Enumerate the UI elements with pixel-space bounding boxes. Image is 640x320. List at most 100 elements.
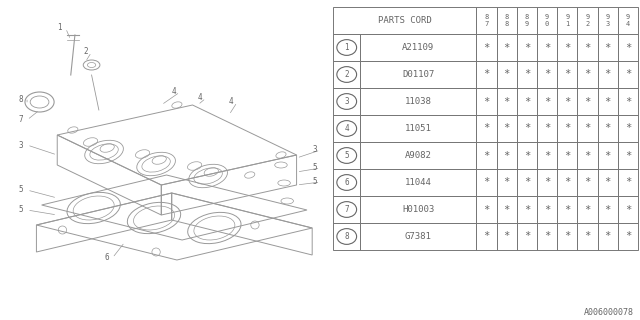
Bar bbox=[497, 142, 516, 169]
Text: 5: 5 bbox=[312, 164, 317, 172]
Bar bbox=[537, 61, 557, 88]
Text: *: * bbox=[544, 43, 550, 52]
Text: *: * bbox=[625, 150, 631, 161]
Bar bbox=[598, 115, 618, 142]
Text: *: * bbox=[544, 178, 550, 188]
Bar bbox=[497, 61, 516, 88]
Text: *: * bbox=[605, 43, 611, 52]
Text: PARTS CORD: PARTS CORD bbox=[378, 16, 431, 25]
Bar bbox=[577, 115, 598, 142]
Bar bbox=[557, 34, 577, 61]
Text: 3: 3 bbox=[344, 97, 349, 106]
Bar bbox=[476, 115, 497, 142]
Bar bbox=[618, 115, 638, 142]
Text: 6: 6 bbox=[344, 178, 349, 187]
Bar bbox=[476, 7, 497, 34]
Bar bbox=[333, 115, 360, 142]
Text: *: * bbox=[584, 124, 591, 133]
Text: *: * bbox=[504, 204, 510, 214]
Bar bbox=[360, 223, 476, 250]
Text: A21109: A21109 bbox=[403, 43, 435, 52]
Bar bbox=[618, 196, 638, 223]
Bar bbox=[577, 88, 598, 115]
Bar bbox=[516, 115, 537, 142]
Text: *: * bbox=[483, 178, 490, 188]
Text: *: * bbox=[605, 231, 611, 242]
Bar bbox=[333, 169, 360, 196]
Text: 11038: 11038 bbox=[405, 97, 432, 106]
Text: 11051: 11051 bbox=[405, 124, 432, 133]
Text: *: * bbox=[564, 204, 570, 214]
Bar bbox=[497, 169, 516, 196]
Text: *: * bbox=[524, 204, 530, 214]
Bar bbox=[537, 169, 557, 196]
Text: 9
3: 9 3 bbox=[605, 14, 610, 27]
Bar bbox=[598, 142, 618, 169]
Bar bbox=[537, 7, 557, 34]
Bar bbox=[360, 115, 476, 142]
Bar bbox=[497, 34, 516, 61]
Text: *: * bbox=[483, 97, 490, 107]
Text: 5: 5 bbox=[344, 151, 349, 160]
Text: *: * bbox=[544, 69, 550, 79]
Text: 9
2: 9 2 bbox=[586, 14, 589, 27]
Text: 2: 2 bbox=[83, 47, 88, 57]
Text: *: * bbox=[605, 69, 611, 79]
Text: *: * bbox=[584, 43, 591, 52]
Bar bbox=[577, 169, 598, 196]
Text: G7381: G7381 bbox=[405, 232, 432, 241]
Bar bbox=[333, 196, 360, 223]
Text: 8
9: 8 9 bbox=[525, 14, 529, 27]
Text: 9
0: 9 0 bbox=[545, 14, 549, 27]
Text: D01107: D01107 bbox=[403, 70, 435, 79]
Bar bbox=[577, 196, 598, 223]
Text: 8
7: 8 7 bbox=[484, 14, 488, 27]
Bar bbox=[360, 142, 476, 169]
Text: 4: 4 bbox=[172, 87, 177, 97]
Bar bbox=[360, 196, 476, 223]
Text: *: * bbox=[625, 124, 631, 133]
Text: *: * bbox=[504, 124, 510, 133]
Bar bbox=[577, 7, 598, 34]
Text: 11044: 11044 bbox=[405, 178, 432, 187]
Text: *: * bbox=[584, 178, 591, 188]
Text: *: * bbox=[584, 97, 591, 107]
Bar bbox=[598, 169, 618, 196]
Bar bbox=[557, 142, 577, 169]
Text: 7: 7 bbox=[344, 205, 349, 214]
Bar bbox=[577, 223, 598, 250]
Text: 5: 5 bbox=[19, 186, 23, 195]
Bar bbox=[537, 223, 557, 250]
Text: 9
1: 9 1 bbox=[565, 14, 570, 27]
Bar bbox=[618, 34, 638, 61]
Text: 6: 6 bbox=[104, 253, 109, 262]
Bar bbox=[577, 142, 598, 169]
Text: *: * bbox=[584, 204, 591, 214]
Bar bbox=[537, 34, 557, 61]
Text: *: * bbox=[483, 124, 490, 133]
Text: *: * bbox=[524, 150, 530, 161]
Bar bbox=[537, 142, 557, 169]
Bar bbox=[557, 7, 577, 34]
Bar bbox=[618, 223, 638, 250]
Bar bbox=[476, 196, 497, 223]
Bar bbox=[577, 34, 598, 61]
Text: *: * bbox=[564, 231, 570, 242]
Bar bbox=[557, 223, 577, 250]
Text: A9082: A9082 bbox=[405, 151, 432, 160]
Text: 5: 5 bbox=[19, 205, 23, 214]
Text: 3: 3 bbox=[312, 146, 317, 155]
Bar bbox=[476, 169, 497, 196]
Text: *: * bbox=[625, 69, 631, 79]
Text: *: * bbox=[625, 204, 631, 214]
Text: *: * bbox=[605, 178, 611, 188]
Text: *: * bbox=[605, 204, 611, 214]
Bar bbox=[557, 88, 577, 115]
Text: 9
4: 9 4 bbox=[626, 14, 630, 27]
Bar bbox=[516, 196, 537, 223]
Text: *: * bbox=[504, 178, 510, 188]
Bar bbox=[598, 196, 618, 223]
Text: 5: 5 bbox=[312, 178, 317, 187]
Bar bbox=[476, 223, 497, 250]
Bar bbox=[333, 88, 360, 115]
